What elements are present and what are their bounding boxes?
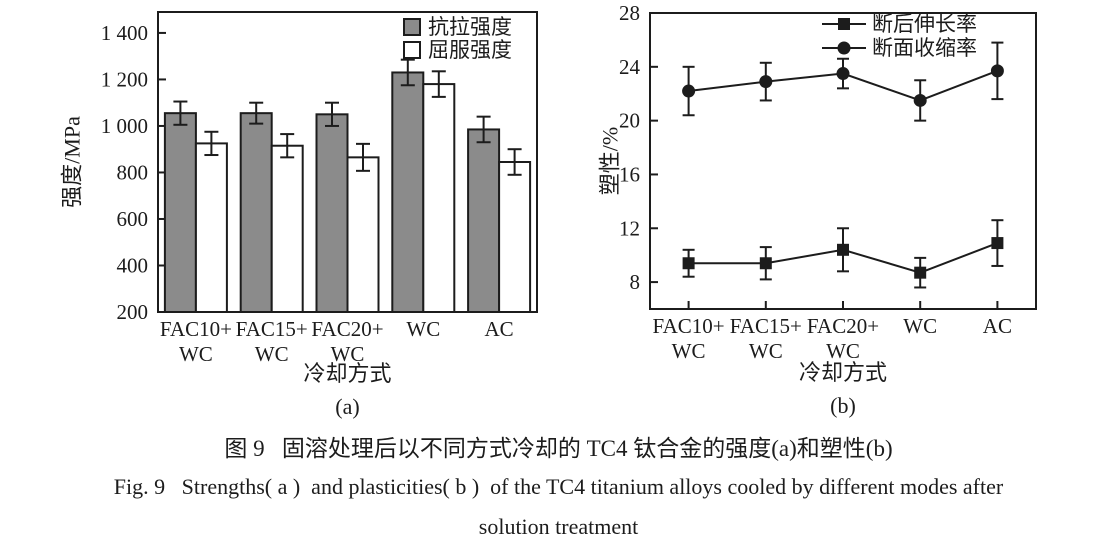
y-tick-label: 200 [117, 300, 149, 324]
chart-b-plasticity-line-chart: 81216202428塑性/%FAC10+WCFAC15+WCFAC20+WCW… [598, 1, 1037, 418]
caption-english-line1: Fig. 9 Strengths( a ) and plasticities( … [113, 474, 1004, 499]
x-category-label: AC [485, 317, 514, 341]
x-category-label: WC [406, 317, 440, 341]
y-tick-label: 400 [117, 253, 149, 277]
caption-english-line2: solution treatment [478, 514, 639, 539]
x-category-label: FAC15+ [236, 317, 308, 341]
x-category-label: FAC10+ [160, 317, 232, 341]
y-tick-label: 12 [619, 216, 640, 240]
x-category-label: WC [255, 342, 289, 366]
elongation-after-fracture-square-marker [914, 266, 927, 279]
yield-strength-bar [270, 144, 304, 313]
y-tick-label: 24 [619, 55, 641, 79]
elongation-after-fracture-square-marker [991, 237, 1004, 250]
yield-strength-bar [498, 161, 532, 313]
x-category-label: WC [749, 339, 783, 363]
legend-label-tensile-strength: 抗拉强度 [428, 15, 512, 39]
reduction-of-area-circle-marker [990, 64, 1004, 78]
reduction-of-area-circle-marker [759, 75, 773, 89]
legend-circle-marker [837, 41, 851, 55]
y-tick-label: 600 [117, 207, 149, 231]
yield-strength-bar [194, 142, 228, 313]
x-category-label: WC [179, 342, 213, 366]
tensile-strength-bar [163, 112, 197, 313]
y-axis-title: 强度/MPa [60, 116, 85, 208]
x-axis-title: 冷却方式 [303, 361, 391, 386]
x-category-label: WC [826, 339, 860, 363]
y-tick-label: 1 000 [101, 114, 148, 138]
x-category-label: WC [672, 339, 706, 363]
y-tick-label: 8 [630, 270, 641, 294]
y-tick-label: 28 [619, 1, 640, 25]
x-category-label: WC [331, 342, 365, 366]
legend-square-marker [838, 18, 850, 30]
x-category-label: WC [903, 314, 937, 338]
yield-strength-bar [422, 83, 456, 314]
yield-strength-bar [346, 156, 380, 313]
y-axis-title: 塑性/% [598, 127, 623, 195]
elongation-after-fracture-square-marker [682, 257, 695, 270]
y-tick-label: 1 200 [101, 67, 148, 91]
x-category-label: FAC15+ [730, 314, 802, 338]
panel-label: (b) [830, 393, 856, 418]
tensile-strength-bar [467, 128, 501, 313]
y-tick-label: 800 [117, 160, 149, 184]
x-category-label: FAC20+ [807, 314, 879, 338]
legend-swatch-tensile-strength [403, 18, 421, 36]
panel-label: (a) [335, 394, 359, 419]
tensile-strength-bar [239, 112, 273, 313]
y-tick-label: 1 400 [101, 21, 148, 45]
legend-label-reduction-of-area: 断面收缩率 [872, 36, 977, 60]
elongation-after-fracture-square-marker [759, 257, 772, 270]
legend-label-elongation-after-fracture: 断后伸长率 [872, 12, 977, 36]
elongation-after-fracture-square-marker [837, 243, 849, 256]
y-tick-label: 20 [619, 109, 640, 133]
x-category-label: AC [983, 314, 1012, 338]
legend-label-yield-strength: 屈服强度 [428, 38, 512, 62]
x-axis-title: 冷却方式 [799, 360, 887, 385]
reduction-of-area-circle-marker [836, 67, 850, 81]
caption-chinese: 图 9 固溶处理后以不同方式冷却的 TC4 钛合金的强度(a)和塑性(b) [224, 436, 893, 461]
y-tick-label: 16 [619, 162, 640, 186]
legend-swatch-yield-strength [403, 41, 421, 59]
x-category-label: FAC20+ [311, 317, 383, 341]
tensile-strength-bar [315, 113, 349, 314]
tensile-strength-bar [391, 71, 425, 313]
x-category-label: FAC10+ [653, 314, 725, 338]
reduction-of-area-circle-marker [682, 84, 696, 98]
reduction-of-area-circle-marker [913, 93, 927, 107]
